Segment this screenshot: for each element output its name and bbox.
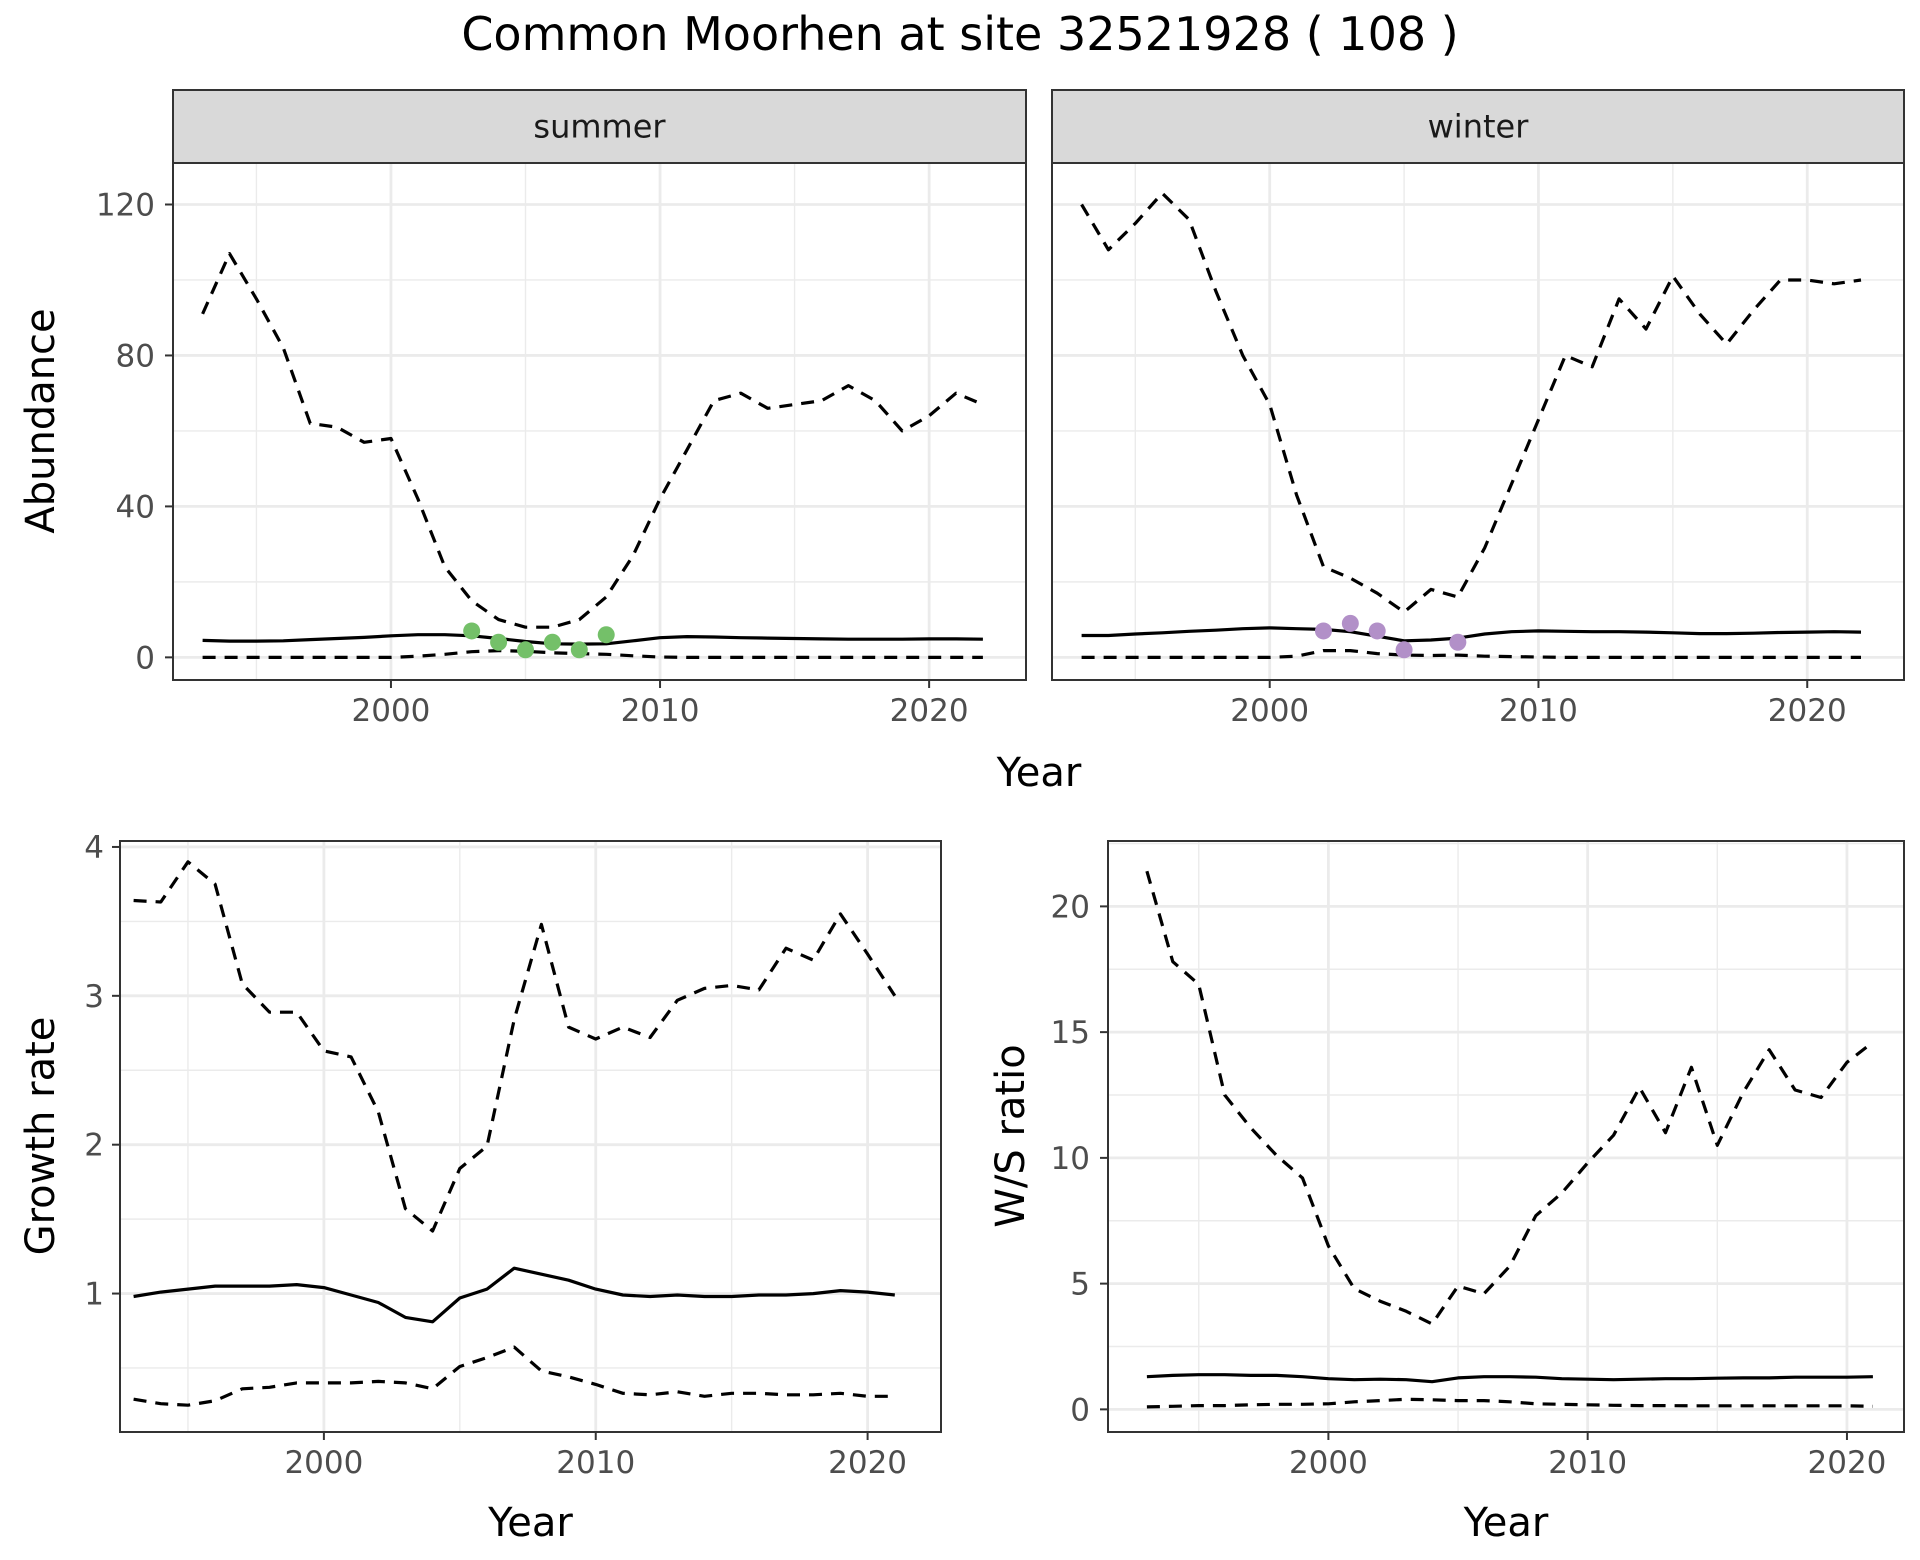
y-tick-label: 4	[84, 830, 104, 866]
data-point	[1395, 641, 1413, 659]
y-tick-label: 20	[1051, 889, 1090, 925]
series-line-dashed-2	[133, 1345, 895, 1407]
data-point	[517, 641, 535, 659]
series-group	[1145, 870, 1874, 1409]
plot-background	[1108, 841, 1904, 1432]
series-group	[1080, 191, 1862, 660]
data-point	[543, 633, 561, 651]
series-line-dashed-2	[1146, 1397, 1873, 1409]
data-point	[597, 626, 615, 644]
series-line-solid	[1146, 1373, 1873, 1384]
y-tick-label: 80	[116, 338, 155, 374]
series-line-solid	[1081, 626, 1862, 643]
series-line-solid	[202, 633, 983, 646]
panel-2: winter 2000 2010 2020	[1051, 89, 1905, 729]
y-tick-label: 40	[116, 489, 155, 525]
y-tick-label: 3	[84, 979, 104, 1015]
y-tick-label: 0	[1070, 1392, 1090, 1428]
series-line-dashed-2	[202, 648, 983, 660]
data-point	[1314, 622, 1332, 640]
x-tick-label: 2020	[1808, 1445, 1887, 1481]
series-line-dashed-1	[1080, 191, 1862, 614]
facet-strip	[1051, 89, 1905, 164]
y-tick-label: 1	[84, 1277, 104, 1313]
plot-background	[120, 841, 941, 1432]
data-point	[570, 641, 588, 659]
y-axis-title: W/S ratio	[988, 1044, 1034, 1227]
series-group	[201, 252, 984, 660]
y-tick-label: 10	[1051, 1141, 1090, 1177]
x-tick-label: 2010	[556, 1445, 635, 1481]
x-tick-label: 2000	[352, 693, 431, 729]
x-tick-label: 2000	[1230, 693, 1309, 729]
x-tick-label: 2010	[1548, 1445, 1627, 1481]
series-group	[133, 860, 897, 1407]
data-point	[463, 622, 481, 640]
series-line-solid	[133, 1266, 895, 1324]
series-line-dashed-2	[1081, 648, 1861, 660]
x-tick-label: 2020	[890, 693, 969, 729]
series-line-dashed-1	[1145, 870, 1874, 1326]
data-point	[1368, 622, 1386, 640]
x-axis-title-shared: Year	[996, 750, 1082, 796]
series-line-dashed-1	[201, 252, 984, 629]
plot-background	[1052, 163, 1904, 680]
panel-1: summer 2000 2010 2020 0 40 80 120 Abundance	[18, 89, 1027, 729]
panel-border	[1107, 840, 1905, 1433]
data-point	[1341, 614, 1359, 632]
facet-strip-label: summer	[533, 108, 666, 146]
y-axis-title: Growth rate	[18, 1017, 64, 1256]
panel-3: 2000 2010 2020 1 2 3 4 Growth rate Year	[18, 830, 942, 1546]
x-tick-label: 2000	[284, 1445, 363, 1481]
y-tick-label: 0	[135, 640, 155, 676]
y-axis-title: Abundance	[18, 308, 64, 533]
data-point	[490, 633, 508, 651]
x-tick-label: 2010	[621, 693, 700, 729]
x-tick-label: 2020	[828, 1445, 907, 1481]
panel-border	[119, 840, 942, 1433]
facet-strip	[172, 89, 1027, 164]
figure-title: Common Moorhen at site 32521928 ( 108 )	[461, 7, 1458, 61]
x-axis-title: Year	[487, 1500, 573, 1546]
y-tick-label: 2	[84, 1128, 104, 1164]
facet-strip-label: winter	[1428, 108, 1530, 146]
y-tick-label: 15	[1051, 1015, 1090, 1051]
data-point	[1449, 633, 1467, 651]
x-tick-label: 2010	[1499, 693, 1578, 729]
panel-4: 2000 2010 2020 0 5 10 15 20 W/S ratio Year	[988, 840, 1905, 1546]
x-tick-label: 2000	[1289, 1445, 1368, 1481]
plot-background	[173, 163, 1026, 680]
y-tick-label: 5	[1070, 1267, 1090, 1303]
x-tick-label: 2020	[1768, 693, 1847, 729]
y-tick-label: 120	[96, 188, 155, 224]
x-axis-title: Year	[1463, 1500, 1549, 1546]
